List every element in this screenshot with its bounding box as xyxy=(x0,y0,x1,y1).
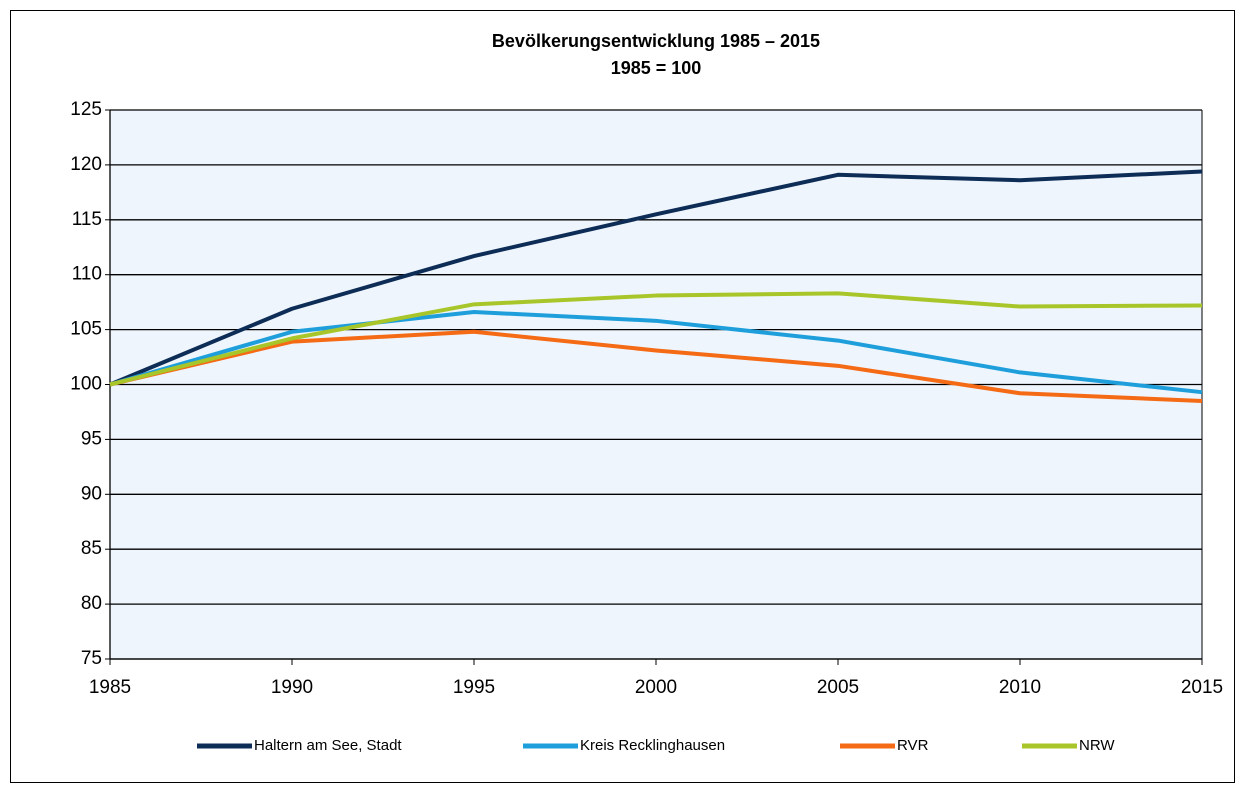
y-tick-label: 75 xyxy=(81,648,102,669)
y-tick-label: 120 xyxy=(70,154,102,175)
x-tick-label: 1985 xyxy=(89,677,131,698)
y-tick-label: 105 xyxy=(70,319,102,340)
y-tick-label: 100 xyxy=(70,374,102,395)
x-tick-label: 2000 xyxy=(635,677,677,698)
series-line xyxy=(109,310,1203,395)
series-line xyxy=(109,169,1203,387)
series-line xyxy=(109,329,1203,403)
y-tick-label: 125 xyxy=(70,99,102,120)
legend-label: NRW xyxy=(1079,737,1115,754)
y-tick-label: 110 xyxy=(72,264,102,285)
y-tick-label: 115 xyxy=(72,209,102,230)
x-tick-label: 2015 xyxy=(1181,677,1223,698)
y-tick-label: 95 xyxy=(81,428,102,449)
y-tick-label: 85 xyxy=(81,538,102,559)
series-line xyxy=(109,291,1203,387)
legend-label: Haltern am See, Stadt xyxy=(254,737,402,754)
chart-title: Bevölkerungsentwicklung 1985 – 2015 xyxy=(492,31,820,51)
chart-subtitle: 1985 = 100 xyxy=(611,58,702,78)
x-tick-label: 1995 xyxy=(453,677,495,698)
legend-label: Kreis Recklinghausen xyxy=(580,737,725,754)
x-tick-label: 1990 xyxy=(271,677,313,698)
y-tick-label: 90 xyxy=(81,483,102,504)
legend-label: RVR xyxy=(897,737,929,754)
y-tick-label: 80 xyxy=(81,593,102,614)
x-tick-label: 2010 xyxy=(999,677,1041,698)
x-tick-label: 2005 xyxy=(817,677,859,698)
